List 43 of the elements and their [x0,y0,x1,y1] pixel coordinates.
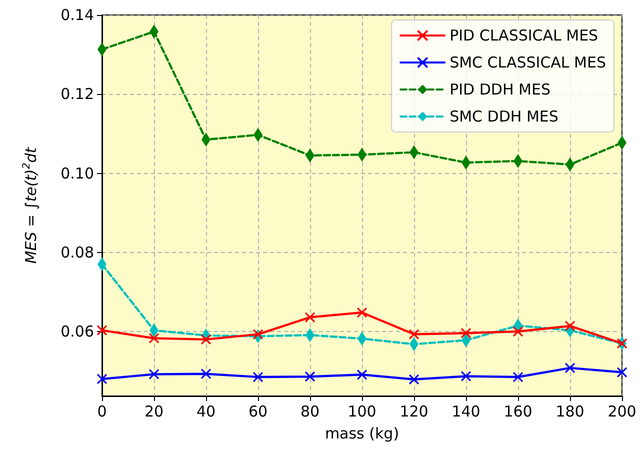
y-tick-label: 0.12 [60,85,94,104]
y-axis-title: MES = ∫te(t)2dt [22,146,40,264]
point [148,332,160,344]
y-tick-label: 0.14 [60,6,94,24]
y-tick-label: 0.08 [60,243,94,262]
y-tick-label: 0.10 [60,164,94,182]
x-tick-label: 180 [556,402,584,420]
point [304,371,316,382]
point [564,362,576,374]
point [512,326,524,337]
point [460,328,472,338]
x-axis-title: mass (kg) [324,424,400,442]
x-tick-label: 100 [348,402,376,420]
x-tick-label: 80 [300,402,320,420]
legend-label: PID CLASSICAL MES [450,26,598,44]
point [96,374,108,384]
point [460,370,472,382]
legend-label: SMC DDH MES [450,108,558,126]
x-tick-label: 120 [400,402,428,420]
x-tick-label: 200 [608,402,636,420]
legend-label: SMC CLASSICAL MES [450,54,606,72]
point [408,374,420,385]
x-tick-label: 140 [452,402,480,420]
point [356,307,368,318]
point [200,368,212,380]
x-tick-label: 60 [248,402,268,420]
point [356,369,368,380]
point [252,328,264,340]
point [96,325,108,336]
x-tick-label: 160 [504,402,532,420]
point [200,334,212,345]
point [564,320,576,332]
point [252,372,264,382]
y-tick-label: 0.06 [60,322,94,341]
legend-label: PID DDH MES [450,80,550,98]
x-tick-label: 0 [97,402,107,420]
point [148,368,160,380]
x-tick-label: 40 [196,402,216,420]
point [304,312,316,323]
x-tick-label: 20 [144,402,164,420]
point [512,372,524,382]
point [408,328,420,340]
point [616,366,628,378]
